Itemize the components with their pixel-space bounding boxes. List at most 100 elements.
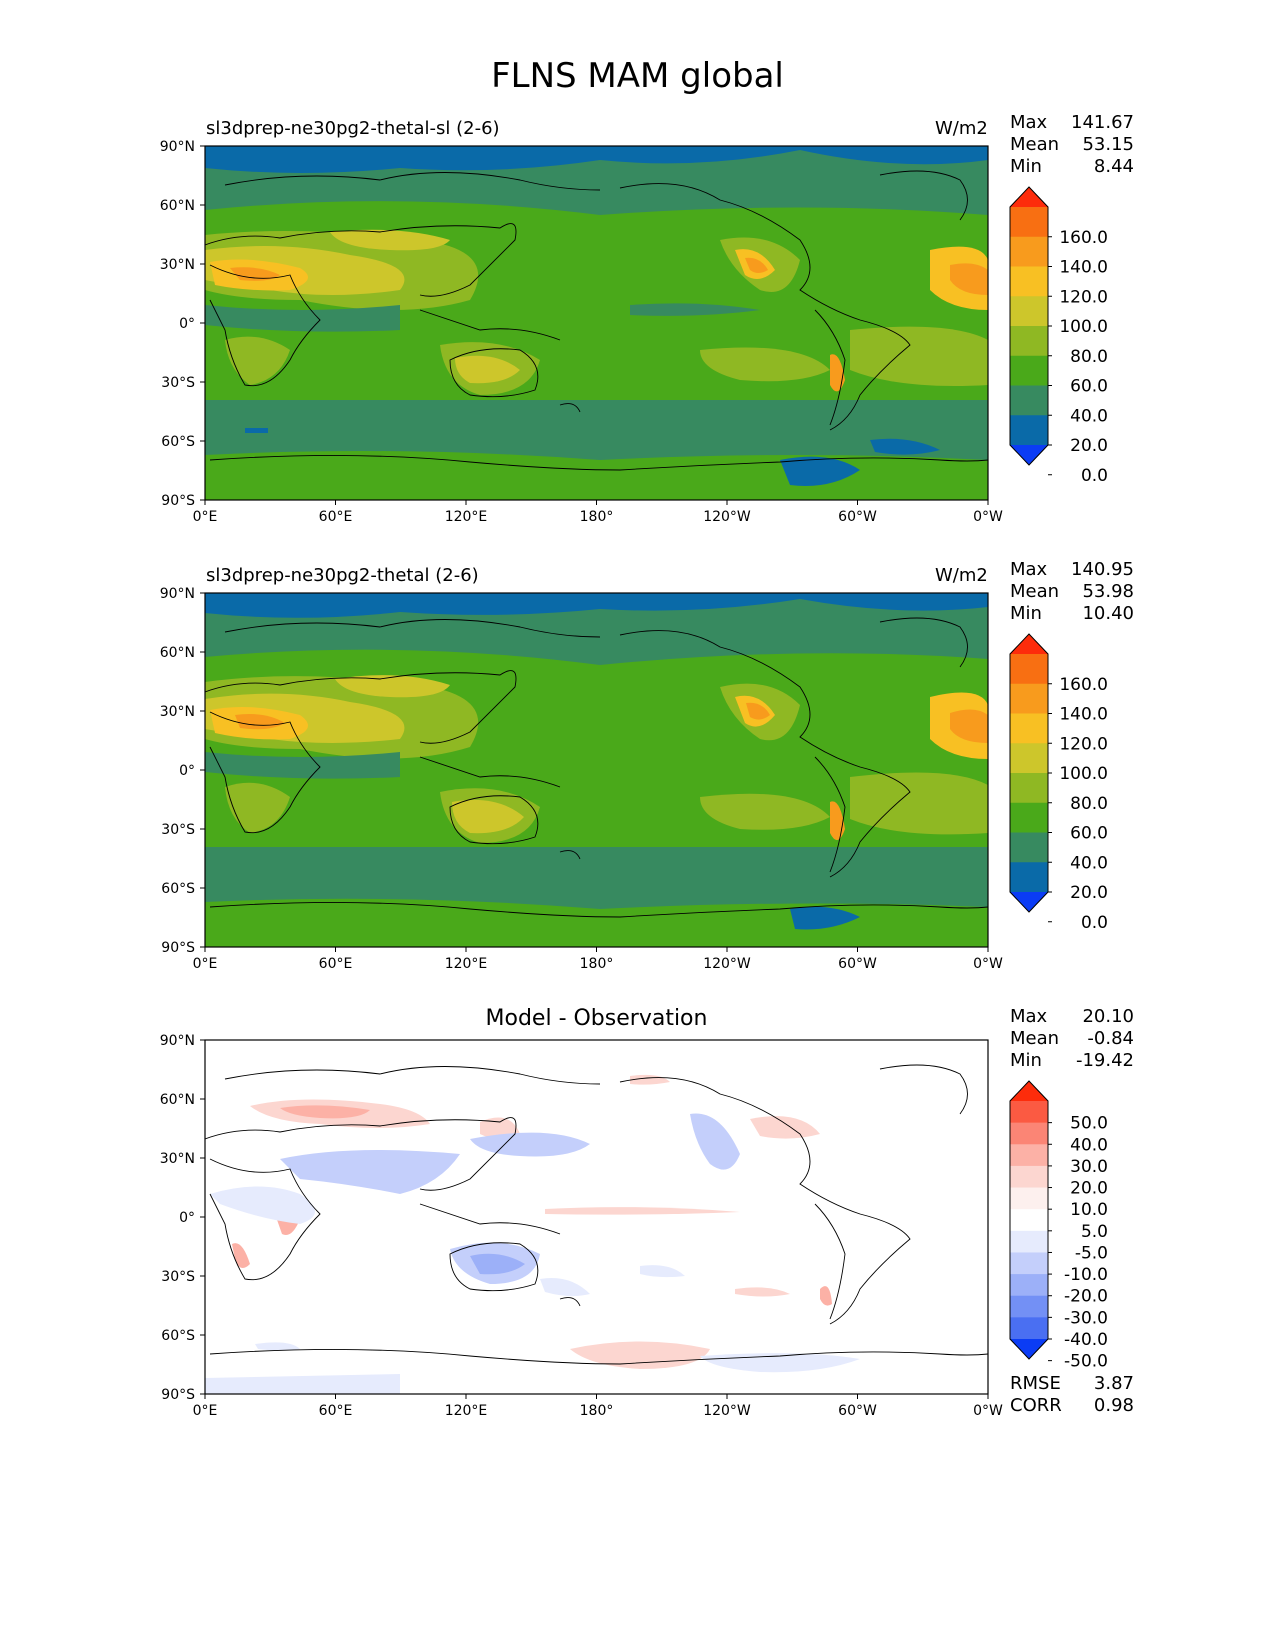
colorbar-extend-bottom [1010, 1339, 1048, 1359]
x-tick-label: 120°E [445, 956, 488, 972]
colorbar-segment [1010, 1165, 1048, 1189]
colorbar-label: -20.0 [1064, 1287, 1108, 1307]
panel-diff-metrics: RMSE 3.87 CORR 0.98 [1010, 1373, 1134, 1417]
coastlines-diff [205, 1064, 988, 1365]
corr-value: 0.98 [1093, 1395, 1134, 1416]
colorbar-segment [1010, 266, 1048, 297]
x-tick-label: 0°W [973, 509, 1003, 525]
colorbar-segment [1010, 1230, 1048, 1253]
colorbar-segment [1010, 683, 1048, 714]
ticks-diff: 0°E 60°E 120°E 180° 120°W 60°W 0°W 90°N 60°N 30°N… [160, 1033, 1003, 1419]
min-label: Min [1010, 1050, 1042, 1071]
colorbar-segment [1010, 1101, 1048, 1124]
y-tick-label: 0° [179, 763, 195, 779]
panel-diff-title: Model - Observation [485, 1006, 708, 1031]
colorbar-label: 100.0 [1059, 764, 1108, 784]
x-tick-label: 180° [580, 1403, 614, 1419]
x-tick-label: 60°E [319, 956, 353, 972]
map-ref: 0°E 60°E 120°E 180° 120°W 60°W 0°W 90°N 60°N 30°N… [160, 586, 1108, 972]
colorbar-label: 40.0 [1070, 1135, 1108, 1155]
colorbar-segment [1010, 415, 1048, 446]
colorbar-label: 80.0 [1070, 347, 1108, 367]
x-tick-label: 120°E [445, 509, 488, 525]
min-value: -19.42 [1075, 1050, 1134, 1071]
colorbar-segment [1010, 713, 1048, 744]
panel-test-units: W/m2 [935, 118, 988, 139]
max-value: 140.95 [1071, 559, 1134, 580]
panel-diff-stats: Max 20.10 Mean -0.84 Min -19.42 [1010, 1006, 1134, 1072]
colorbar-segment [1010, 326, 1048, 357]
panel-test-title: sl3dprep-ne30pg2-thetal-sl (2-6) [206, 118, 500, 139]
colorbar-label: 0.0 [1081, 466, 1108, 486]
panel-test: sl3dprep-ne30pg2-thetal-sl (2-6) W/m2 Ma… [0, 0, 1275, 545]
y-tick-label: 60°N [160, 198, 195, 214]
map-diff: 0°E 60°E 120°E 180° 120°W 60°W 0°W 90°N 60°N 30°N… [160, 1033, 1108, 1419]
y-tick-label: 60°S [161, 434, 195, 450]
panel-test-stats: Max 141.67 Mean 53.15 Min 8.44 [1010, 112, 1134, 178]
y-tick-label: 90°N [160, 1033, 195, 1049]
colorbar-label: 30.0 [1070, 1157, 1108, 1177]
colorbar-label: 140.0 [1059, 258, 1108, 278]
colorbar-segment [1010, 862, 1048, 893]
field-diff [205, 1040, 988, 1394]
min-value: 10.40 [1082, 603, 1134, 624]
y-tick-label: 60°S [161, 1328, 195, 1344]
y-tick-label: 90°S [161, 1387, 195, 1403]
colorbar-segment [1010, 1252, 1048, 1275]
colorbar-segment [1010, 207, 1048, 238]
colorbar-segment [1010, 654, 1048, 685]
panel-ref-stats: Max 140.95 Mean 53.98 Min 10.40 [1010, 559, 1134, 625]
y-tick-label: 30°S [161, 1269, 195, 1285]
x-tick-label: 60°E [319, 509, 353, 525]
x-tick-label: 180° [580, 509, 614, 525]
colorbar-label: 80.0 [1070, 794, 1108, 814]
x-tick-label: 0°E [193, 509, 218, 525]
colorbar-segment [1010, 355, 1048, 386]
y-tick-label: 30°N [160, 1151, 195, 1167]
colorbar-label: 60.0 [1070, 824, 1108, 844]
colorbar-label: 40.0 [1070, 853, 1108, 873]
y-tick-label: 90°S [161, 940, 195, 956]
colorbar-label: 50.0 [1070, 1114, 1108, 1134]
y-tick-label: 90°N [160, 586, 195, 602]
mean-value: 53.15 [1082, 134, 1134, 155]
colorbar-label: 10.0 [1070, 1200, 1108, 1220]
y-tick-label: 30°N [160, 257, 195, 273]
colorbar-segment [1010, 236, 1048, 267]
colorbar-label: 20.0 [1070, 436, 1108, 456]
colorbar-segment [1010, 1209, 1048, 1232]
colorbar-label: 0.0 [1081, 913, 1108, 933]
colorbar-label: -10.0 [1064, 1265, 1108, 1285]
colorbar-label: 160.0 [1059, 228, 1108, 248]
x-tick-label: 0°E [193, 1403, 218, 1419]
x-tick-label: 0°W [973, 1403, 1003, 1419]
mean-value: -0.84 [1087, 1028, 1134, 1049]
colorbar-extend-bottom [1010, 892, 1048, 912]
colorbar-segment [1010, 385, 1048, 416]
colorbar-label: -50.0 [1064, 1352, 1108, 1372]
x-tick-label: 60°E [319, 1403, 353, 1419]
colorbar-ref: 160.0 140.0 120.0 100.0 80.0 60.0 40.0 20.0 0.0 [1009, 633, 1108, 933]
max-label: Max [1010, 1006, 1048, 1027]
colorbar-extend-bottom [1010, 445, 1048, 465]
colorbar-extend-top [1010, 1081, 1048, 1101]
x-tick-label: 180° [580, 956, 614, 972]
x-tick-label: 60°W [838, 1403, 877, 1419]
x-tick-label: 120°W [703, 1403, 751, 1419]
y-tick-label: 0° [179, 316, 195, 332]
rmse-label: RMSE [1010, 1373, 1061, 1394]
colorbar-label: -40.0 [1064, 1330, 1108, 1350]
colorbar-diff: 50.040.030.020.010.05.0-5.0-10.0-20.0-30… [1009, 1080, 1108, 1372]
y-tick-label: 60°N [160, 1092, 195, 1108]
y-tick-label: 30°S [161, 822, 195, 838]
colorbar-segment [1010, 1295, 1048, 1318]
x-tick-label: 120°W [703, 956, 751, 972]
figure-title: FLNS MAM global [491, 56, 784, 96]
colorbar-label: 20.0 [1070, 883, 1108, 903]
panel-diff: Model - Observation Max 20.10 Mean -0.84 M… [0, 894, 1275, 1454]
colorbar-extend-top [1010, 187, 1048, 207]
y-tick-label: 30°N [160, 704, 195, 720]
colorbar-segment [1010, 743, 1048, 774]
colorbar-label: 40.0 [1070, 406, 1108, 426]
colorbar-test: 160.0 140.0 120.0 100.0 80.0 60.0 40.0 20.0 0.0 [1009, 186, 1108, 486]
